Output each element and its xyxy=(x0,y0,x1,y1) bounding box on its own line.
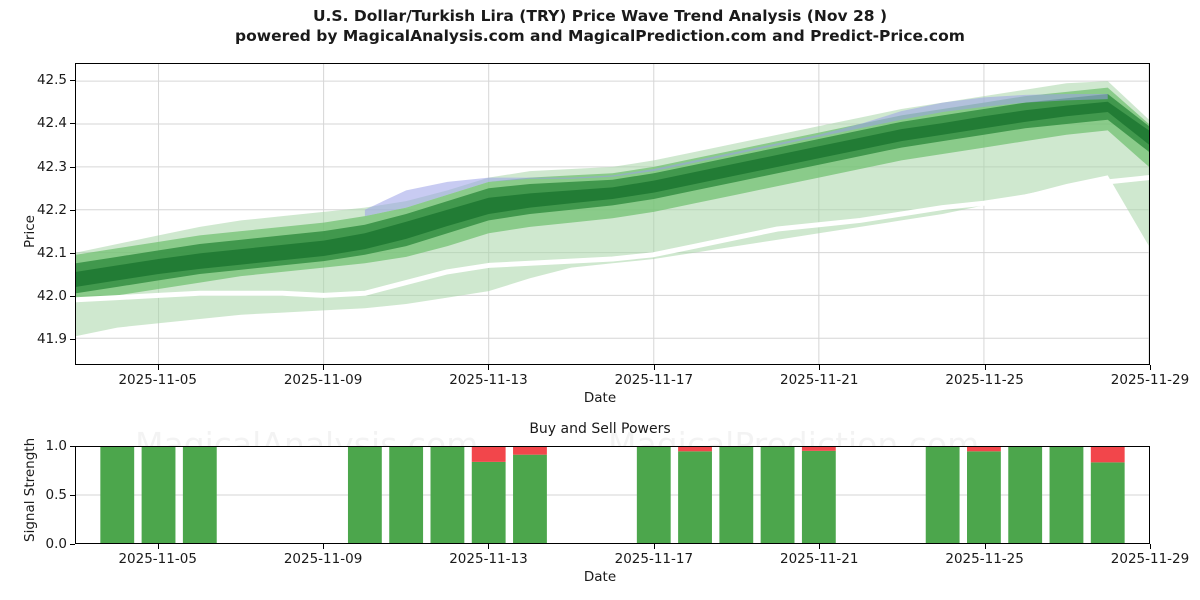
signal-chart-axes xyxy=(75,446,1150,544)
price-y-tickmark xyxy=(70,80,75,82)
buy-power-bar xyxy=(925,447,960,543)
price-chart-axes xyxy=(75,63,1150,365)
sell-power-bar xyxy=(471,447,506,462)
price-y-tickmark xyxy=(70,123,75,125)
buy-power-bar xyxy=(513,454,547,543)
price-x-tickmark xyxy=(1150,365,1151,370)
page-title: U.S. Dollar/Turkish Lira (TRY) Price Wav… xyxy=(312,7,888,25)
sell-power-bar xyxy=(1090,447,1125,463)
signal-y-tick-label: 0.5 xyxy=(45,487,67,503)
signal-x-tickmark xyxy=(984,544,986,549)
signal-x-tick-label: 2025-11-17 xyxy=(614,551,694,567)
sell-power-bar xyxy=(801,447,836,451)
buy-power-bar xyxy=(182,447,217,543)
buy-power-bar xyxy=(1008,447,1043,543)
price-x-axis-label: Date xyxy=(583,390,617,406)
buy-power-bar xyxy=(801,450,836,543)
signal-y-tick-label: 1.0 xyxy=(45,438,67,454)
price-x-tickmark xyxy=(653,365,655,370)
signal-x-tickmark xyxy=(157,544,159,549)
price-x-tick-label: 2025-11-13 xyxy=(449,372,528,388)
price-x-tickmark xyxy=(488,365,490,370)
buy-power-bar xyxy=(678,451,712,543)
price-y-tick-label: 42.1 xyxy=(36,244,67,261)
buy-power-bar xyxy=(1049,447,1084,543)
signal-x-tickmark xyxy=(819,544,821,549)
price-y-tick-label: 42.0 xyxy=(36,287,67,304)
signal-y-tickmark xyxy=(70,495,75,496)
sell-power-bar xyxy=(966,447,1001,452)
price-y-axis-label: Price xyxy=(22,215,38,248)
price-y-tickmark xyxy=(70,166,75,168)
signal-x-tick-label: 2025-11-21 xyxy=(779,551,859,567)
signal-x-tick-label: 2025-11-05 xyxy=(118,551,197,567)
signal-x-tick-label: 2025-11-09 xyxy=(283,551,363,567)
price-line xyxy=(76,178,1149,300)
buy-power-bar xyxy=(100,447,135,543)
signal-y-tick-label: 0.0 xyxy=(45,536,67,552)
price-y-tick-label: 42.4 xyxy=(36,115,67,132)
price-x-tick-label: 2025-11-21 xyxy=(779,372,859,388)
price-y-tickmark xyxy=(70,339,75,341)
title-block: U.S. Dollar/Turkish Lira (TRY) Price Wav… xyxy=(0,6,1200,47)
signal-y-tickmark xyxy=(70,446,75,447)
price-x-tickmark xyxy=(157,365,159,370)
buy-power-bar xyxy=(471,461,506,543)
price-x-tickmark xyxy=(819,365,821,370)
signal-x-tickmark xyxy=(323,544,325,549)
signal-chart-title: Buy and Sell Powers xyxy=(529,421,671,437)
page-subtitle: powered by MagicalAnalysis.com and Magic… xyxy=(235,27,965,45)
signal-y-axis-label: Signal Strength xyxy=(22,437,38,542)
price-y-tickmark xyxy=(70,295,75,297)
price-y-tick-label: 42.2 xyxy=(36,201,67,218)
sell-power-bar xyxy=(513,447,547,455)
price-x-tick-label: 2025-11-17 xyxy=(614,372,694,388)
buy-power-bar xyxy=(389,447,424,543)
price-y-tickmark xyxy=(70,252,75,254)
signal-y-tickmark xyxy=(70,544,75,545)
buy-power-bar xyxy=(347,447,382,543)
buy-power-bar xyxy=(430,447,465,543)
wave-band-core-band xyxy=(76,101,1149,287)
price-x-tickmark xyxy=(984,365,986,370)
signal-x-tickmark xyxy=(653,544,655,549)
signal-x-axis-label: Date xyxy=(583,569,617,585)
signal-x-tick-label: 2025-11-13 xyxy=(449,551,528,567)
signal-x-tick-label: 2025-11-25 xyxy=(945,551,1024,567)
sell-power-bar xyxy=(678,447,712,452)
buy-power-bar xyxy=(760,447,795,543)
price-y-tickmark xyxy=(70,209,75,211)
buy-power-bar xyxy=(636,447,671,543)
signal-x-tickmark xyxy=(1150,544,1151,549)
price-wave-plot xyxy=(76,64,1149,364)
buy-power-bar xyxy=(1090,462,1125,543)
buy-power-bar xyxy=(719,447,754,543)
price-y-tick-label: 41.9 xyxy=(36,331,67,348)
price-y-tick-label: 42.5 xyxy=(36,72,67,89)
price-x-tick-label: 2025-11-09 xyxy=(283,372,363,388)
price-y-tick-label: 42.3 xyxy=(36,158,67,175)
buy-power-bar xyxy=(141,447,176,543)
signal-x-tickmark xyxy=(488,544,490,549)
signal-x-tick-label: 2025-11-29 xyxy=(1110,551,1190,567)
price-x-tickmark xyxy=(323,365,325,370)
price-x-tick-label: 2025-11-05 xyxy=(118,372,197,388)
buy-power-bar xyxy=(966,451,1001,543)
price-x-tick-label: 2025-11-25 xyxy=(945,372,1024,388)
buy-sell-bars-plot xyxy=(76,447,1149,543)
price-x-tick-label: 2025-11-29 xyxy=(1110,372,1190,388)
